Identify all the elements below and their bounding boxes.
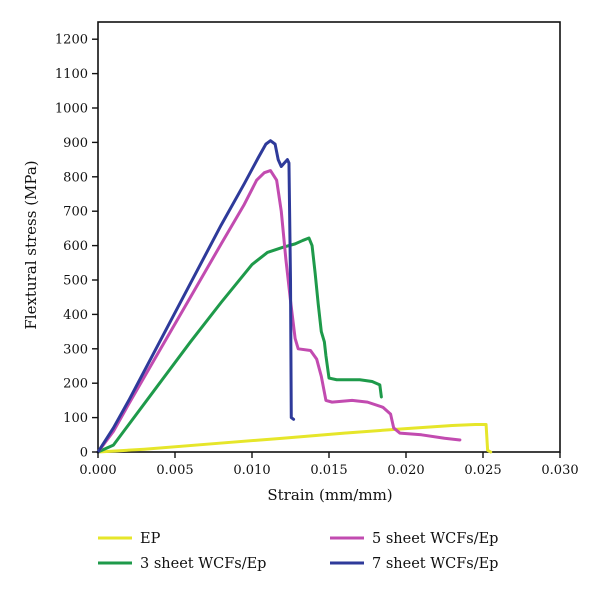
legend-label: EP [140, 531, 161, 547]
legend-label: 5 sheet WCFs/Ep [372, 531, 498, 547]
legend: EP 3 sheet WCFs/Ep 5 sheet WCFs/Ep 7 sheet … [98, 531, 498, 572]
x-tick-label: 0.025 [464, 463, 501, 478]
series-line-2 [96, 236, 383, 454]
y-tick-label: 200 [63, 377, 88, 392]
legend-item: EP [98, 531, 161, 547]
plot-frame [97, 21, 561, 453]
plot-area [96, 21, 561, 454]
x-tick-label: 0.030 [541, 463, 578, 478]
series-line-4 [96, 139, 296, 454]
x-tick-label: 0.005 [156, 463, 193, 478]
y-tick-label: 600 [63, 239, 88, 254]
legend-item: 3 sheet WCFs/Ep [98, 556, 266, 572]
series-line-3 [96, 169, 462, 454]
y-axis-title: Flextural stress (MPa) [22, 160, 40, 329]
y-tick-label: 900 [63, 136, 88, 151]
y-tick-label: 700 [63, 205, 88, 220]
x-tick-label: 0.000 [79, 463, 116, 478]
y-tick-label: 300 [63, 342, 88, 357]
series-line-1 [96, 422, 493, 454]
y-tick-label: 100 [63, 411, 88, 426]
x-tick-label: 0.010 [233, 463, 270, 478]
x-axis-title: Strain (mm/mm) [267, 486, 392, 504]
y-tick-label: 1200 [55, 33, 88, 48]
y-tick-label: 0 [80, 446, 88, 461]
x-axis: 0.000 0.005 0.010 0.015 0.020 0.025 0.030 [79, 452, 579, 478]
legend-label: 3 sheet WCFs/Ep [140, 556, 266, 572]
y-axis: 0 100 200 300 400 500 600 700 800 900 1000 1100 1200 [55, 33, 98, 461]
legend-item: 5 sheet WCFs/Ep [330, 531, 498, 547]
y-tick-label: 400 [63, 308, 88, 323]
x-tick-label: 0.020 [387, 463, 424, 478]
legend-item: 7 sheet WCFs/Ep [330, 556, 498, 572]
y-tick-label: 500 [63, 274, 88, 289]
y-tick-label: 1000 [55, 102, 88, 117]
y-tick-label: 800 [63, 170, 88, 185]
legend-label: 7 sheet WCFs/Ep [372, 556, 498, 572]
x-tick-label: 0.015 [310, 463, 347, 478]
y-tick-label: 1100 [55, 67, 88, 82]
